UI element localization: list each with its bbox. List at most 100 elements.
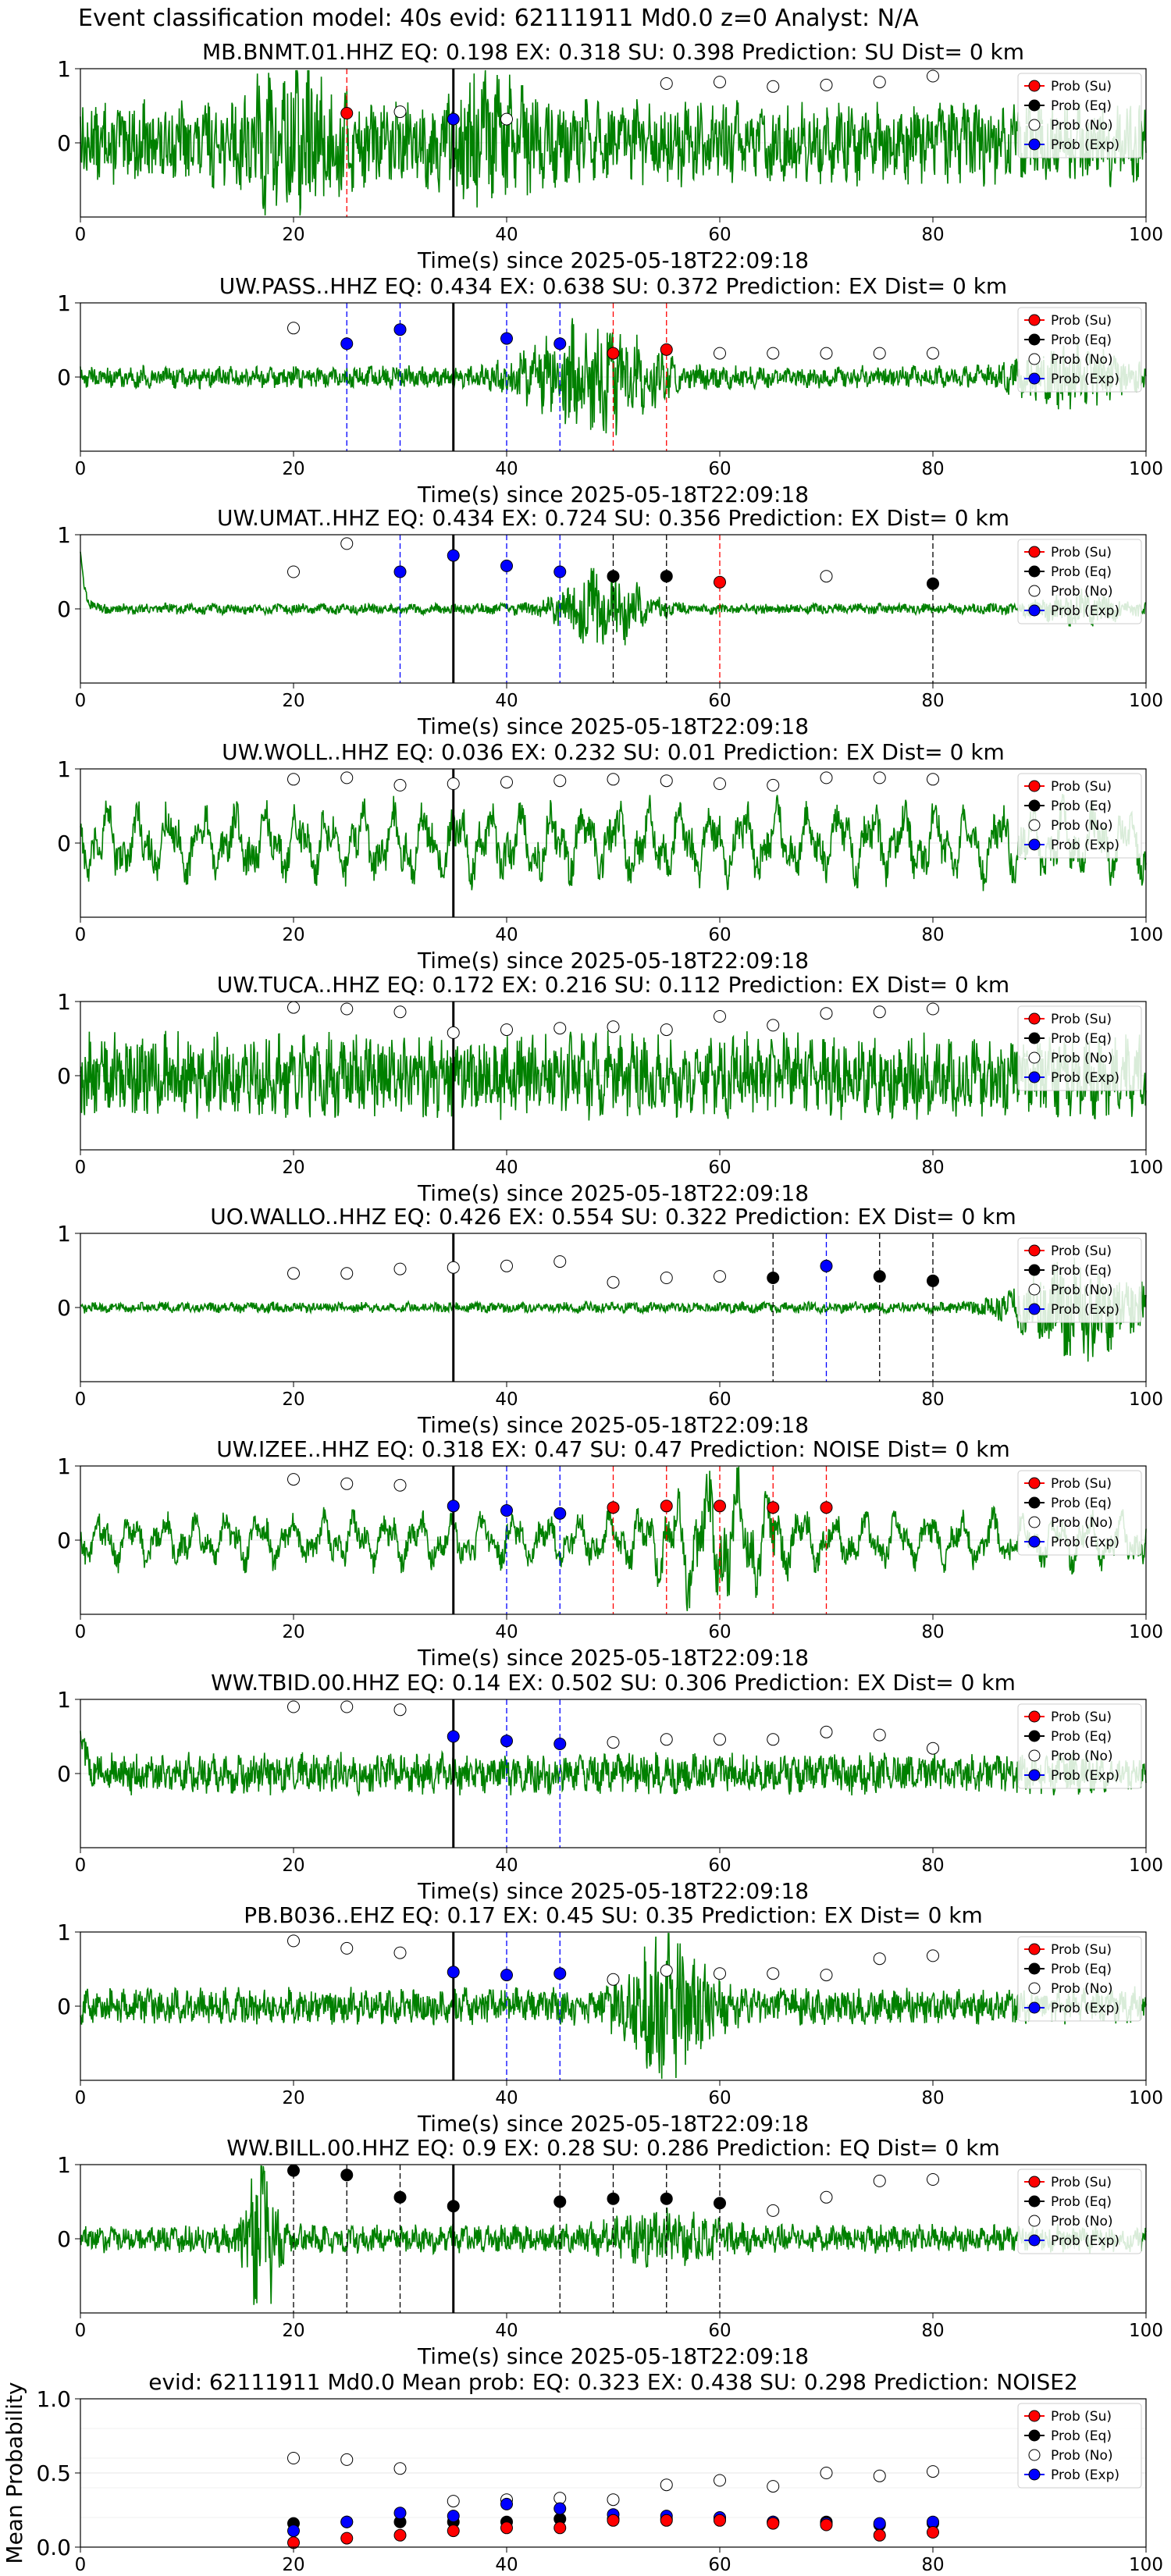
- prob-point: [660, 1500, 673, 1513]
- x-tick-label: 100: [1129, 2088, 1163, 2108]
- prob-point: [553, 1255, 567, 1268]
- prob-point: [553, 1022, 567, 1035]
- legend-marker: [1028, 333, 1041, 346]
- prob-point: [500, 776, 513, 789]
- prob-point: [927, 1274, 939, 1287]
- x-tick-label: 40: [495, 1856, 518, 1876]
- prob-point: [660, 1023, 673, 1037]
- y-tick-label: 1: [57, 756, 71, 782]
- prob-point: [714, 2197, 726, 2210]
- station-panel: WW.BILL.00.HHZ EQ: 0.9 EX: 0.28 SU: 0.28…: [57, 2135, 1163, 2369]
- legend-label: Prob (Su): [1051, 1942, 1112, 1958]
- y-tick-label: 0: [57, 1528, 71, 1553]
- station-panel: UW.IZEE..HHZ EQ: 0.318 EX: 0.47 SU: 0.47…: [57, 1436, 1163, 1670]
- x-tick-label: 20: [282, 925, 304, 945]
- prob-point: [500, 332, 513, 345]
- legend-marker: [1028, 1496, 1041, 1509]
- x-tick-label: 20: [282, 459, 304, 479]
- legend-marker: [1028, 1516, 1041, 1528]
- x-tick-label: 60: [708, 1856, 731, 1876]
- legend-label: Prob (Su): [1051, 2409, 1112, 2425]
- prob-point: [820, 78, 833, 91]
- prob-point: [553, 2521, 567, 2535]
- x-axis-label: Time(s) since 2025-05-18T22:09:18: [417, 1180, 809, 1206]
- prob-point: [287, 1473, 300, 1486]
- prob-point: [447, 1966, 460, 1979]
- legend-marker: [1028, 799, 1041, 812]
- prob-point: [500, 2521, 513, 2535]
- x-tick-label: 40: [495, 691, 518, 711]
- prob-point: [607, 1973, 620, 1986]
- prob-point: [340, 2453, 354, 2466]
- y-tick-label: 1: [57, 1687, 71, 1713]
- legend-marker: [1028, 1032, 1041, 1044]
- waveform-trace: [80, 1731, 1147, 1797]
- x-tick-label: 100: [1129, 691, 1163, 711]
- prob-point: [340, 1700, 354, 1713]
- waveform-trace: [80, 69, 1147, 216]
- x-axis-label: Time(s) since 2025-05-18T22:09:18: [417, 1878, 809, 1904]
- prob-point: [447, 1500, 460, 1513]
- legend-marker: [1028, 1477, 1041, 1489]
- x-tick-label: 100: [1129, 925, 1163, 945]
- prob-point: [447, 549, 460, 562]
- legend-marker: [1028, 80, 1041, 92]
- legend-marker: [1028, 1982, 1041, 1994]
- prob-point: [393, 778, 407, 792]
- prob-point: [714, 2474, 726, 2487]
- x-axis-label: Time(s) since 2025-05-18T22:09:18: [417, 1645, 809, 1670]
- prob-point: [393, 2507, 407, 2520]
- prob-point: [340, 337, 354, 350]
- x-tick-label: 100: [1129, 459, 1163, 479]
- legend-marker: [1028, 1264, 1041, 1276]
- legend-label: Prob (Su): [1051, 2175, 1112, 2190]
- prob-point: [927, 577, 939, 590]
- prob-point: [767, 2480, 780, 2493]
- prob-point: [500, 559, 513, 572]
- prob-point: [927, 2173, 939, 2186]
- mean-probability-panel: evid: 62111911 Md0.0 Mean prob: EQ: 0.32…: [2, 2369, 1163, 2575]
- legend-marker: [1028, 2215, 1041, 2227]
- prob-point: [607, 773, 620, 786]
- prob-point: [393, 565, 407, 578]
- legend-box: [1017, 539, 1142, 624]
- y-tick-label: 0: [57, 1063, 71, 1089]
- prob-point: [820, 2190, 833, 2204]
- prob-point: [660, 1733, 673, 1746]
- waveform-trace: [80, 318, 1147, 436]
- y-tick-label: 1: [57, 2152, 71, 2178]
- prob-point: [767, 1501, 780, 1514]
- x-tick-label: 20: [282, 691, 304, 711]
- prob-point: [393, 1703, 407, 1717]
- prob-point: [767, 2517, 780, 2530]
- prob-point: [767, 1967, 780, 1980]
- prob-point: [820, 771, 833, 785]
- prob-point: [500, 1969, 513, 1982]
- prob-point: [873, 1952, 886, 1966]
- legend-marker: [1028, 2410, 1041, 2422]
- legend-label: Prob (Exp): [1051, 1070, 1119, 1086]
- prob-point: [447, 1026, 460, 1039]
- x-tick-label: 100: [1129, 1622, 1163, 1642]
- y-tick-label: 1: [57, 1920, 71, 1945]
- legend-label: Prob (No): [1051, 1051, 1113, 1066]
- x-tick-label: 40: [495, 925, 518, 945]
- waveform-trace: [80, 794, 1147, 891]
- legend-label: Prob (Exp): [1051, 1535, 1119, 1550]
- legend-label: Prob (No): [1051, 1749, 1113, 1764]
- station-panel: WW.TBID.00.HHZ EQ: 0.14 EX: 0.502 SU: 0.…: [57, 1670, 1163, 1904]
- legend-marker: [1028, 1303, 1041, 1315]
- x-tick-label: 40: [495, 225, 518, 245]
- legend-marker: [1028, 99, 1041, 112]
- x-tick-label: 0: [75, 225, 87, 245]
- x-tick-label: 80: [921, 1856, 944, 1876]
- x-tick-label: 100: [1129, 2555, 1163, 2575]
- prob-point: [393, 1262, 407, 1276]
- legend-marker: [1028, 1962, 1041, 1975]
- legend-label: Prob (No): [1051, 818, 1113, 834]
- prob-point: [820, 2518, 833, 2532]
- prob-point: [660, 2514, 673, 2527]
- legend-label: Prob (Eq): [1051, 333, 1112, 348]
- x-tick-label: 40: [495, 1622, 518, 1642]
- prob-point: [927, 1002, 939, 1016]
